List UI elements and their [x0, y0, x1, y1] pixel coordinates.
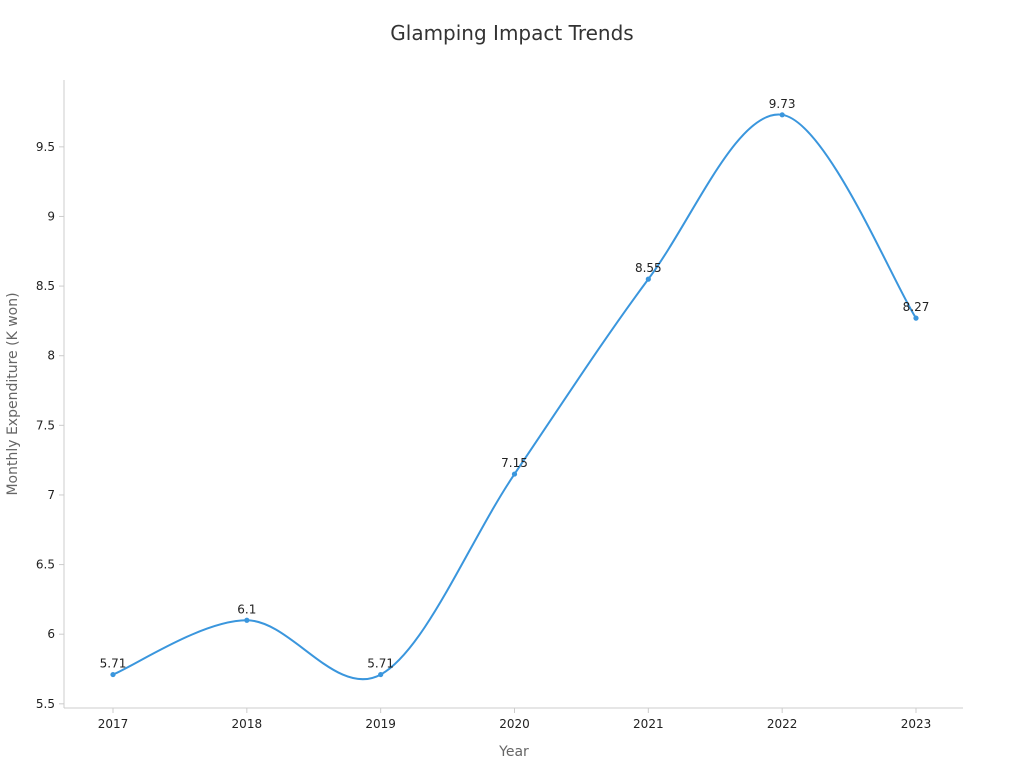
- x-tick-label: 2022: [767, 717, 798, 731]
- data-point[interactable]: [511, 471, 518, 477]
- y-tick-label: 6.5: [36, 558, 55, 572]
- x-tick-label: 2020: [499, 717, 530, 731]
- series-line: [112, 113, 917, 681]
- data-point[interactable]: [645, 276, 651, 282]
- data-point[interactable]: [913, 315, 919, 321]
- y-tick-label: 6: [47, 627, 55, 641]
- data-label: 5.71: [100, 657, 127, 671]
- x-tick-label: 2023: [901, 717, 932, 731]
- series-layer: 5.71 6.1 5.71 7.15 8.55 9.73 8.27: [100, 97, 930, 681]
- data-label: 8.55: [635, 261, 662, 275]
- data-label: 9.73: [769, 97, 796, 111]
- data-point[interactable]: [378, 671, 384, 678]
- x-axis-ticks: 2017 2018 2019 2020 2021 2022 2023: [98, 708, 932, 731]
- y-tick-label: 8: [47, 349, 55, 363]
- x-tick-label: 2018: [232, 717, 263, 731]
- y-tick-label: 7: [47, 488, 55, 502]
- x-tick-label: 2019: [365, 717, 396, 731]
- chart-title: Glamping Impact Trends: [390, 21, 633, 45]
- y-tick-label: 8.5: [36, 279, 55, 293]
- data-label: 5.71: [367, 657, 394, 671]
- data-point[interactable]: [779, 112, 785, 118]
- data-label: 6.1: [237, 602, 256, 616]
- data-point[interactable]: [110, 671, 116, 678]
- y-tick-label: 7.5: [36, 418, 55, 432]
- x-tick-label: 2021: [633, 717, 664, 731]
- y-tick-label: 9.5: [36, 140, 55, 154]
- x-axis-title: Year: [498, 744, 529, 760]
- y-axis-title: Monthly Expenditure (K won): [5, 292, 21, 495]
- y-axis-ticks: 5.5 6 6.5 7 7.5 8 8.5 9 9.5: [36, 140, 64, 711]
- data-point[interactable]: [244, 617, 250, 623]
- y-tick-label: 9: [47, 209, 55, 223]
- data-label: 7.15: [501, 456, 528, 470]
- data-label: 8.27: [903, 300, 930, 314]
- y-tick-label: 5.5: [36, 697, 55, 711]
- x-tick-label: 2017: [98, 717, 129, 731]
